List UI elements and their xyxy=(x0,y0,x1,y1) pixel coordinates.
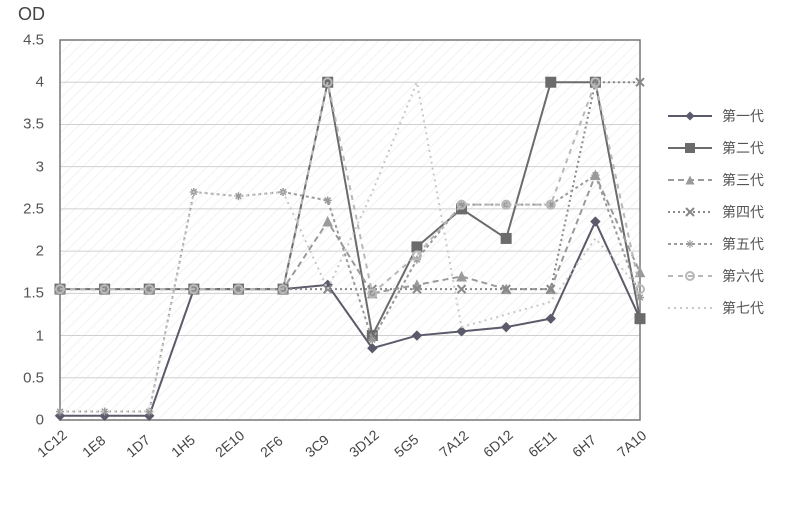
legend-swatch xyxy=(666,140,714,156)
legend-swatch xyxy=(666,108,714,124)
legend-item: 第五代 xyxy=(666,228,796,260)
y-tick: 4.5 xyxy=(14,32,44,49)
legend-label: 第五代 xyxy=(722,234,764,254)
chart-container: OD 第一代第二代第三代第四代第五代第六代第七代 00.511.522.533.… xyxy=(0,0,800,511)
legend-item: 第二代 xyxy=(666,132,796,164)
legend-label: 第七代 xyxy=(722,298,764,318)
legend-label: 第一代 xyxy=(722,106,764,126)
y-tick: 3 xyxy=(14,158,44,175)
legend-label: 第六代 xyxy=(722,266,764,286)
y-tick: 0.5 xyxy=(14,369,44,386)
legend-item: 第七代 xyxy=(666,292,796,324)
legend-item: 第三代 xyxy=(666,164,796,196)
legend-item: 第四代 xyxy=(666,196,796,228)
legend-swatch xyxy=(666,236,714,252)
legend-swatch xyxy=(666,204,714,220)
y-tick: 1 xyxy=(14,327,44,344)
y-tick: 0 xyxy=(14,412,44,429)
legend-label: 第三代 xyxy=(722,170,764,190)
y-tick: 2.5 xyxy=(14,200,44,217)
legend-item: 第一代 xyxy=(666,100,796,132)
y-tick: 2 xyxy=(14,243,44,260)
legend-label: 第四代 xyxy=(722,202,764,222)
legend-swatch xyxy=(666,172,714,188)
legend: 第一代第二代第三代第四代第五代第六代第七代 xyxy=(666,100,796,324)
legend-label: 第二代 xyxy=(722,138,764,158)
y-tick: 3.5 xyxy=(14,116,44,133)
y-tick: 4 xyxy=(14,74,44,91)
legend-item: 第六代 xyxy=(666,260,796,292)
y-tick: 1.5 xyxy=(14,285,44,302)
legend-swatch xyxy=(666,268,714,284)
legend-swatch xyxy=(666,300,714,316)
